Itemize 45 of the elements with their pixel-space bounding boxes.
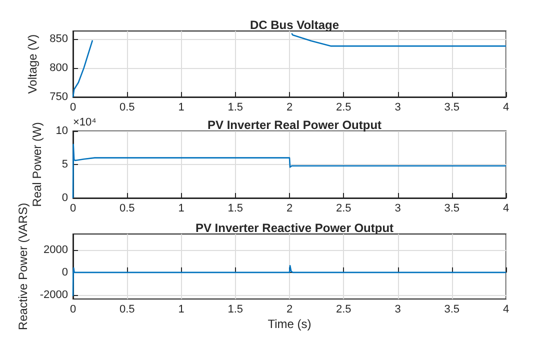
y-tick-label: 800 (50, 62, 68, 74)
x-tick-label: 1 (178, 202, 184, 214)
x-tick-label: 1 (178, 102, 184, 114)
x-tick-label: 3.5 (444, 102, 460, 114)
x-tick-label: 1.5 (228, 304, 244, 316)
x-tick-label: 2 (286, 202, 293, 214)
x-tick-label: 0 (70, 202, 76, 214)
y-tick-label: 5 (62, 158, 68, 170)
x-tick-label: 3 (394, 102, 401, 114)
x-tick-label: 3.5 (444, 202, 460, 214)
x-tick-label: 2.5 (336, 202, 352, 214)
x-tick-label: 2 (286, 304, 293, 316)
y-tick-label: 10 (56, 125, 68, 137)
y-tick-label: 2000 (44, 244, 68, 256)
x-tick-label: 1 (178, 304, 184, 316)
chart-title: PV Inverter Real Power Output (207, 118, 382, 132)
y-axis-title: Reactive Power (VARS) (16, 202, 30, 330)
x-tick-label: 3 (394, 202, 401, 214)
chart-title: DC Bus Voltage (250, 18, 340, 32)
x-tick-label: 4 (502, 304, 510, 316)
x-tick-label: 0 (70, 304, 76, 316)
x-tick-label: 3.5 (444, 304, 460, 316)
y-tick-label: 850 (50, 33, 68, 46)
x-tick-label: 2.5 (336, 304, 352, 316)
x-tick-label: 4 (502, 102, 510, 114)
x-axis-title: Time (s) (268, 317, 312, 331)
chart-title: PV Inverter Reactive Power Output (195, 221, 394, 235)
y-axis-title: Real Power (W) (30, 122, 44, 207)
x-tick-label: 0.5 (119, 202, 135, 214)
y-axis-title: Voltage (V) (26, 34, 40, 94)
x-tick-label: 2.5 (336, 102, 352, 114)
y-tick-label: 0 (62, 192, 68, 204)
x-tick-label: 1.5 (228, 202, 244, 214)
y-tick-label: 750 (50, 91, 68, 103)
x-tick-label: 0.5 (119, 102, 135, 114)
line-series (72, 265, 507, 297)
y-tick-label: -2000 (40, 289, 68, 302)
x-tick-label: 2 (286, 102, 293, 114)
x-tick-label: 1.5 (228, 102, 244, 114)
x-tick-label: 3 (394, 304, 401, 316)
x-tick-label: 0.5 (119, 304, 135, 316)
y-tick-label: 0 (62, 266, 68, 278)
x-tick-label: 0 (70, 102, 76, 114)
x-tick-label: 4 (502, 202, 510, 214)
text: ×10⁴ (73, 116, 97, 128)
